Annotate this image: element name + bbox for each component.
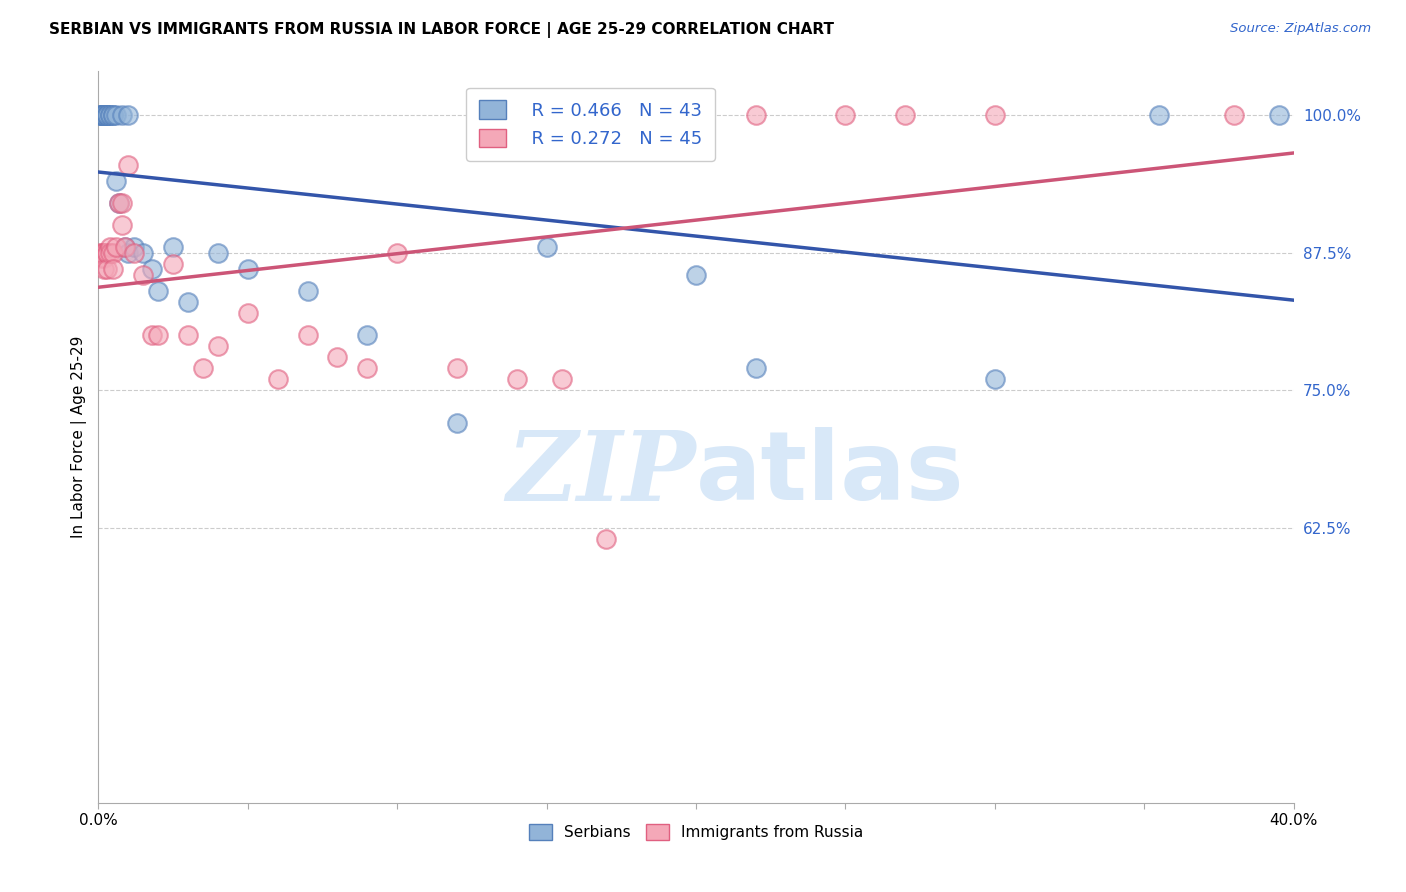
Point [446,361,468,376]
Point [93,245,115,260]
Point [90,108,112,122]
Point [90,108,112,122]
Point [108,196,131,211]
Point [93,108,115,122]
Point [236,306,259,320]
Point [105,108,128,122]
Point [105,240,128,254]
Point [96,108,118,122]
Point [96,262,118,277]
Point [550,372,572,386]
Point [98,240,122,254]
Point [356,328,378,343]
Point [90,252,112,266]
Point [96,108,118,122]
Point [98,108,122,122]
Point [93,245,115,260]
Point [93,108,115,122]
Point [98,245,122,260]
Point [326,351,349,365]
Point [111,108,134,122]
Point [297,328,319,343]
Point [536,240,558,254]
Point [745,361,768,376]
Point [207,339,229,353]
Y-axis label: In Labor Force | Age 25-29: In Labor Force | Age 25-29 [72,336,87,538]
Point [640,108,662,122]
Point [1147,108,1170,122]
Point [90,245,112,260]
Point [148,328,170,343]
Point [96,108,118,122]
Point [90,108,112,122]
Point [506,372,529,386]
Point [117,108,139,122]
Point [114,240,136,254]
Point [132,268,155,282]
Point [93,108,115,122]
Point [90,108,112,122]
Legend: Serbians, Immigrants from Russia: Serbians, Immigrants from Russia [523,818,869,847]
Point [267,372,290,386]
Point [117,158,139,172]
Point [148,285,170,299]
Text: Source: ZipAtlas.com: Source: ZipAtlas.com [1230,22,1371,36]
Point [103,262,125,277]
Point [117,245,139,260]
Point [191,361,214,376]
Point [96,108,118,122]
Point [93,108,115,122]
Point [685,108,707,122]
Point [96,245,118,260]
Point [356,361,378,376]
Point [93,262,115,277]
Point [385,245,409,260]
Point [132,245,155,260]
Point [98,108,122,122]
Point [96,245,118,260]
Point [162,257,184,271]
Point [103,245,125,260]
Text: SERBIAN VS IMMIGRANTS FROM RUSSIA IN LABOR FORCE | AGE 25-29 CORRELATION CHART: SERBIAN VS IMMIGRANTS FROM RUSSIA IN LAB… [49,22,834,38]
Point [236,262,259,277]
Point [177,328,200,343]
Point [207,245,229,260]
Point [90,108,112,122]
Point [984,108,1007,122]
Text: ZIP: ZIP [506,426,696,521]
Point [103,108,125,122]
Point [297,285,319,299]
Point [111,196,134,211]
Text: atlas: atlas [696,427,965,520]
Point [177,295,200,310]
Point [834,108,856,122]
Point [114,240,136,254]
Point [984,372,1007,386]
Point [685,268,707,282]
Point [108,196,131,211]
Point [111,219,134,233]
Point [1267,108,1289,122]
Point [124,245,146,260]
Point [894,108,917,122]
Point [103,108,125,122]
Point [141,328,163,343]
Point [141,262,163,277]
Point [93,108,115,122]
Point [124,240,146,254]
Point [162,240,184,254]
Point [93,252,115,266]
Point [90,245,112,260]
Point [105,174,128,188]
Point [595,532,617,546]
Point [1223,108,1246,122]
Point [93,108,115,122]
Point [446,417,468,431]
Point [745,108,768,122]
